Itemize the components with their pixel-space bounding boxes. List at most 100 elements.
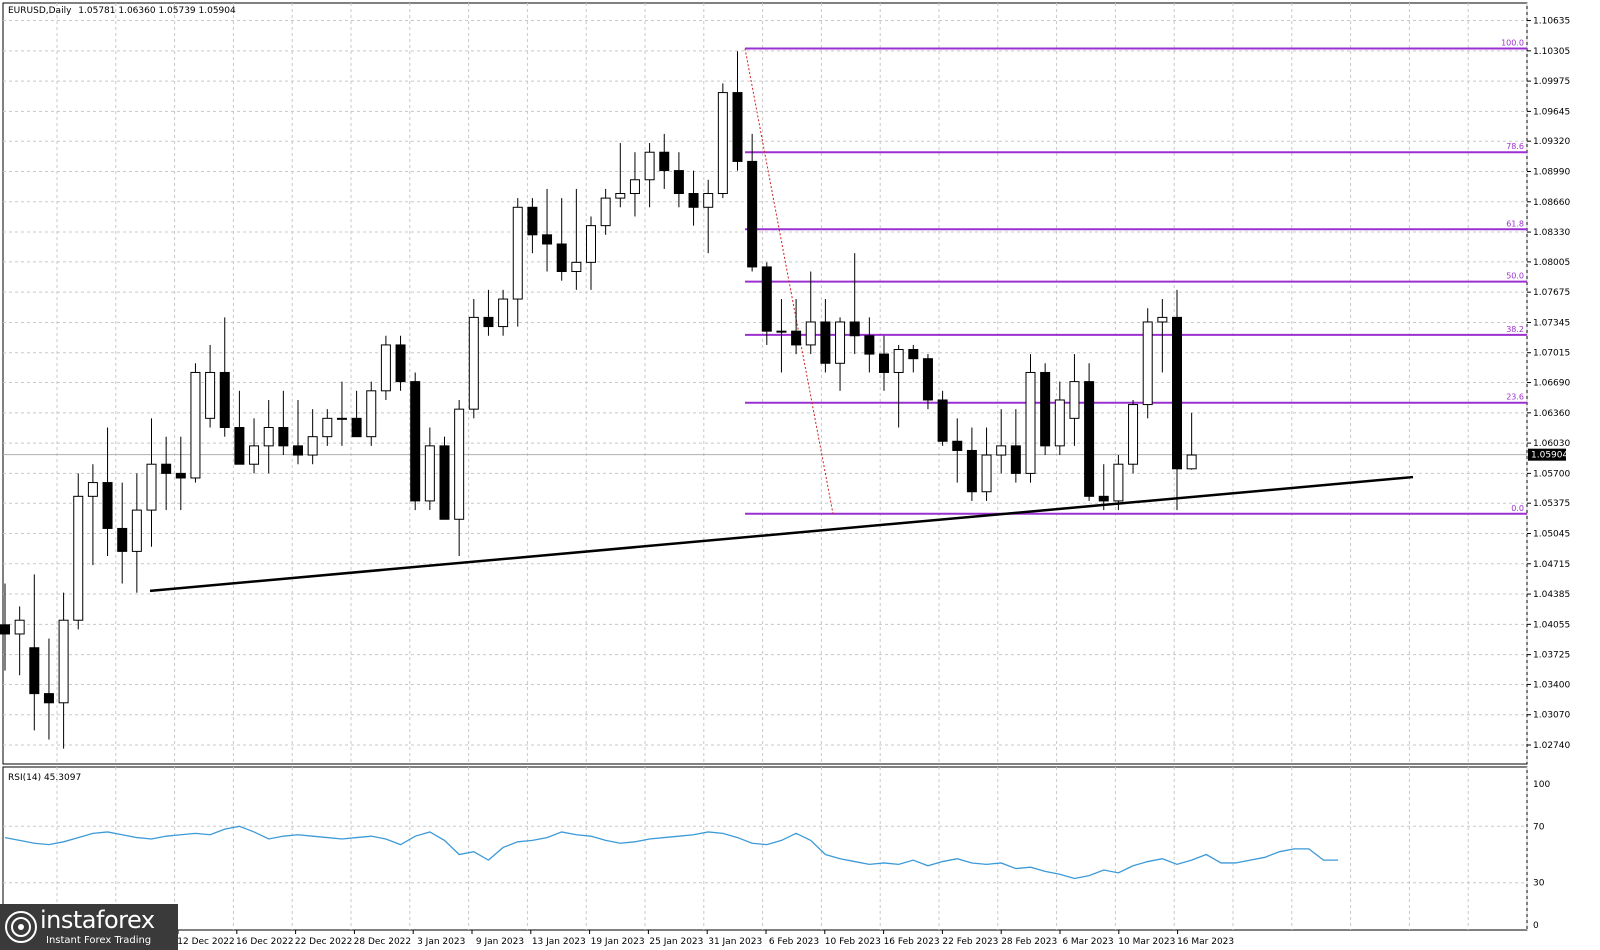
candle-bear — [351, 417, 362, 438]
time-tick-label: 6 Mar 2023 — [1062, 937, 1113, 947]
price-tick-label: 1.09975 — [1533, 77, 1570, 87]
price-tick-label: 1.06030 — [1533, 439, 1570, 449]
candle-bear — [219, 371, 230, 429]
candle-bear — [966, 449, 977, 493]
candle-bull — [571, 261, 582, 273]
candle-bull — [981, 454, 992, 493]
time-tick-label: 10 Feb 2023 — [825, 937, 881, 947]
brand-name: instaforex — [40, 906, 155, 934]
candle-bull — [1142, 321, 1153, 406]
fibonacci-retracement: 100.0 78.6 61.8 50.0 38.2 23.6 0.0 — [744, 39, 1527, 515]
ohlc-readout: 1.05781 1.06360 1.05739 1.05904 — [78, 6, 236, 16]
price-tick-label: 1.03070 — [1533, 711, 1570, 721]
time-tick-label: 25 Jan 2023 — [649, 937, 703, 947]
time-tick-label: 12 Dec 2022 — [177, 937, 235, 947]
candle-bear — [117, 527, 128, 552]
candle-bear — [439, 445, 450, 520]
candle-bull — [893, 349, 904, 373]
candle-bear — [395, 344, 406, 383]
price-tick-label: 1.10635 — [1533, 17, 1570, 27]
candle-bear — [820, 321, 831, 364]
time-tick-label: 16 Dec 2022 — [236, 937, 294, 947]
candle-bull — [366, 390, 377, 438]
candle-bull — [131, 509, 142, 552]
candle-bear — [410, 381, 421, 502]
time-tick-label: 13 Jan 2023 — [532, 937, 586, 947]
candle-bull — [1113, 463, 1124, 502]
price-tick-label: 1.04715 — [1533, 560, 1570, 570]
candle-bear — [1010, 445, 1021, 474]
support-trendline — [149, 475, 1414, 593]
price-axis: 1.10635 1.10305 1.09975 1.09645 1.09320 1.089… — [1527, 17, 1570, 751]
candle-bear — [864, 335, 875, 355]
price-tick-label: 1.06690 — [1533, 379, 1570, 389]
rsi-line — [4, 825, 1339, 880]
time-tick-label: 28 Dec 2022 — [354, 937, 412, 947]
candle-bull — [380, 344, 391, 392]
price-tick-label: 1.04055 — [1533, 620, 1570, 630]
candle-bear — [1084, 381, 1095, 497]
time-tick-label: 31 Jan 2023 — [708, 937, 762, 947]
candle-bull — [586, 225, 596, 263]
time-tick-label: 28 Feb 2023 — [1001, 937, 1057, 947]
candle-bull — [644, 151, 655, 181]
price-tick-label: 1.07345 — [1533, 318, 1570, 328]
candle-bear — [1040, 371, 1051, 447]
price-tick-label: 1.08005 — [1533, 258, 1570, 268]
fib-level-label: 50.0 — [1506, 272, 1524, 281]
price-tick-label: 1.02740 — [1533, 741, 1570, 751]
time-tick-label: 9 Jan 2023 — [476, 937, 524, 947]
candle-bull — [146, 463, 157, 511]
price-tick-label: 1.07015 — [1533, 349, 1570, 359]
candle-bull — [424, 445, 435, 502]
chart-header: EURUSD,Daily 1.05781 1.06360 1.05739 1.0… — [8, 6, 236, 16]
candle-bull — [1128, 404, 1139, 465]
candle-bear — [791, 330, 802, 346]
time-tick-label: 19 Jan 2023 — [591, 937, 645, 947]
price-tick-label: 1.10305 — [1533, 47, 1570, 57]
candle-bear — [527, 206, 538, 236]
rsi-level-label: 30 — [1533, 879, 1545, 889]
candle-bull — [263, 427, 274, 447]
candle-bull — [87, 482, 98, 497]
price-tick-label: 1.03400 — [1533, 680, 1570, 690]
candle-bull — [58, 619, 69, 704]
candle-bear — [293, 445, 303, 456]
candle-bear — [688, 193, 699, 208]
brand-logo: instaforex Instant Forex Trading — [0, 904, 178, 950]
time-tick-label: 22 Dec 2022 — [295, 937, 353, 947]
candle-bear — [673, 170, 684, 195]
candle-bull — [629, 179, 640, 195]
symbol-label: EURUSD,Daily — [8, 6, 72, 16]
price-tick-label: 1.08330 — [1533, 228, 1570, 238]
fib-level-label: 23.6 — [1506, 393, 1524, 402]
time-tick-label: 10 Mar 2023 — [1118, 937, 1175, 947]
candle-bull — [600, 197, 611, 227]
candle-bear — [175, 472, 186, 479]
price-tick-label: 1.06360 — [1533, 409, 1570, 419]
price-tick-label: 1.09645 — [1533, 107, 1570, 117]
brand-tagline: Instant Forex Trading — [46, 935, 152, 946]
current-price-label: 1.05904 — [1531, 451, 1568, 461]
candle-bull — [512, 206, 523, 300]
candle-bull — [73, 495, 84, 621]
candle-bear — [0, 624, 10, 635]
fib-level-label: 78.6 — [1506, 142, 1524, 151]
candle-bull — [996, 445, 1007, 456]
price-tick-label: 1.03725 — [1533, 651, 1570, 661]
rsi-level-label: 100 — [1533, 780, 1550, 790]
time-axis: 12 Dec 2022 16 Dec 2022 22 Dec 2022 28 Dec … — [177, 930, 1234, 947]
fib-level-label: 0.0 — [1511, 504, 1524, 513]
candle-bear — [234, 427, 245, 465]
candle-bear — [542, 234, 553, 245]
candle-bull — [835, 321, 846, 364]
candle-bear — [849, 321, 860, 337]
fib-level-label: 61.8 — [1506, 219, 1524, 228]
candlesticks — [0, 51, 1197, 749]
candle-bear — [732, 92, 743, 162]
candle-bull — [1186, 454, 1197, 470]
candle-bull — [322, 417, 333, 438]
price-tick-label: 1.09320 — [1533, 137, 1570, 147]
